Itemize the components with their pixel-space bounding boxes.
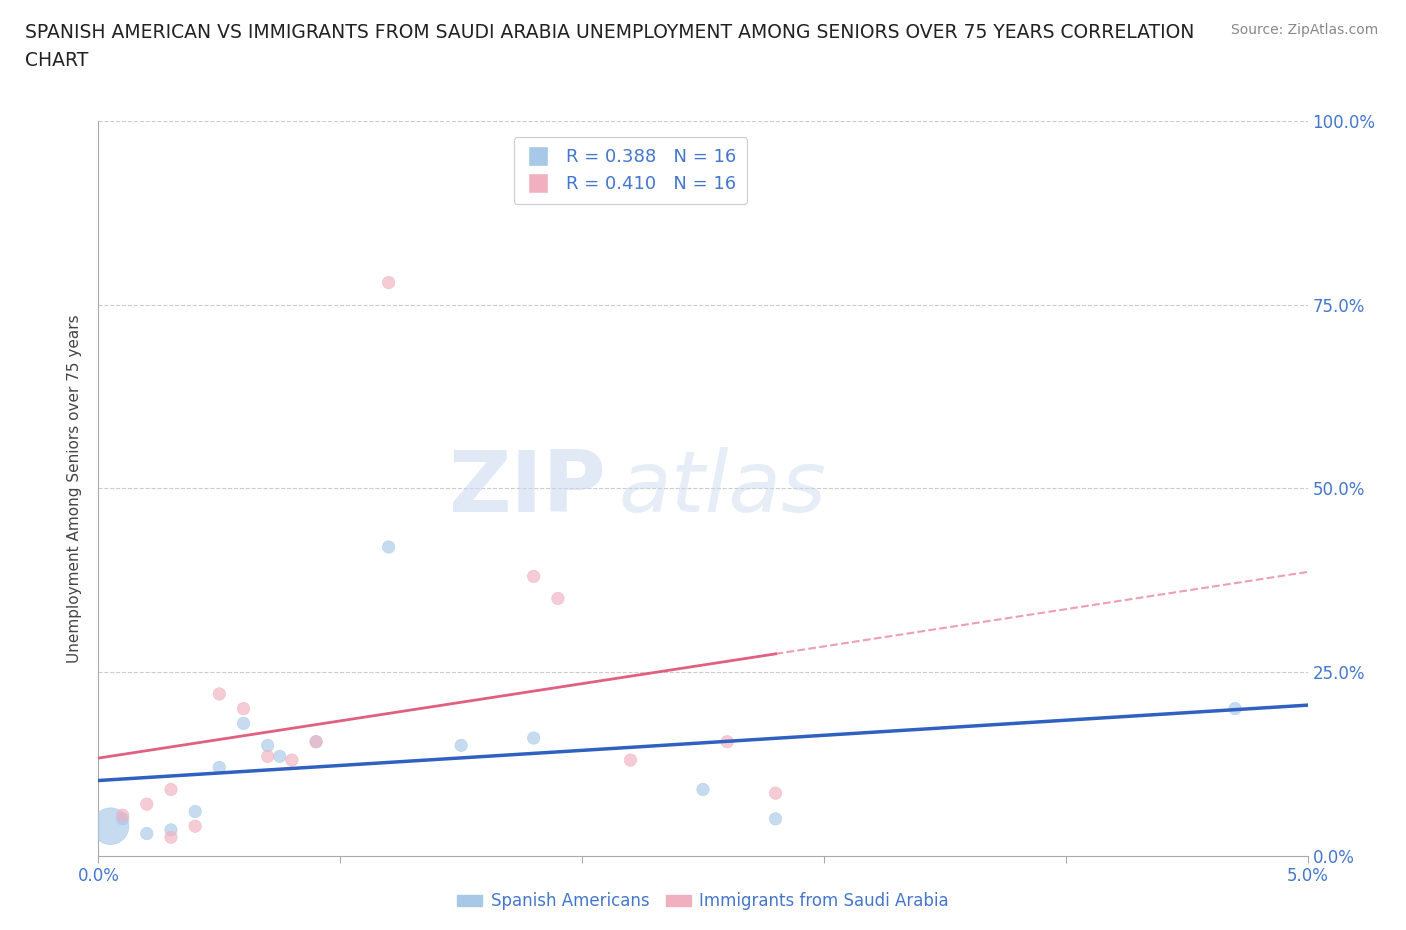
Text: SPANISH AMERICAN VS IMMIGRANTS FROM SAUDI ARABIA UNEMPLOYMENT AMONG SENIORS OVER: SPANISH AMERICAN VS IMMIGRANTS FROM SAUD…: [25, 23, 1195, 42]
Point: [377, 275, 399, 290]
Point: [135, 826, 157, 841]
Point: [135, 797, 157, 812]
Point: [100, 818, 122, 833]
Point: [256, 749, 278, 764]
Y-axis label: Unemployment Among Seniors over 75 years: Unemployment Among Seniors over 75 years: [67, 314, 83, 662]
Text: Source: ZipAtlas.com: Source: ZipAtlas.com: [1230, 23, 1378, 37]
Point: [269, 749, 291, 764]
Point: [523, 731, 546, 746]
Legend: R = 0.388   N = 16, R = 0.410   N = 16: R = 0.388 N = 16, R = 0.410 N = 16: [513, 138, 747, 204]
Point: [377, 539, 399, 554]
Point: [1223, 701, 1246, 716]
Point: [111, 808, 134, 823]
Point: [305, 735, 328, 750]
Point: [716, 735, 738, 750]
Point: [619, 752, 641, 767]
Text: atlas: atlas: [619, 446, 827, 530]
Point: [232, 701, 254, 716]
Legend: Spanish Americans, Immigrants from Saudi Arabia: Spanish Americans, Immigrants from Saudi…: [450, 885, 956, 917]
Point: [547, 591, 569, 606]
Point: [232, 716, 254, 731]
Point: [765, 811, 787, 827]
Point: [160, 782, 183, 797]
Point: [184, 804, 207, 819]
Point: [160, 822, 183, 837]
Point: [160, 830, 183, 844]
Point: [523, 569, 546, 584]
Point: [111, 811, 134, 827]
Point: [256, 738, 278, 753]
Point: [184, 818, 207, 833]
Point: [305, 735, 328, 750]
Point: [281, 752, 304, 767]
Text: CHART: CHART: [25, 51, 89, 70]
Text: ZIP: ZIP: [449, 446, 606, 530]
Point: [765, 786, 787, 801]
Point: [208, 760, 231, 775]
Point: [208, 686, 231, 701]
Point: [450, 738, 472, 753]
Point: [692, 782, 714, 797]
